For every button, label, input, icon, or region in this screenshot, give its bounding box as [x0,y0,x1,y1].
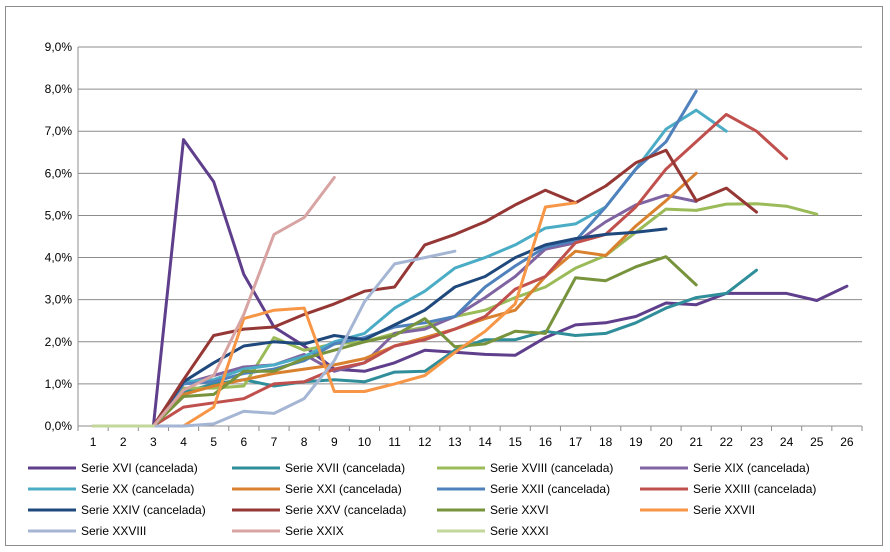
legend-item: Serie XIX (cancelada) [640,461,810,475]
y-tick-label: 5,0% [45,208,73,222]
legend-label: Serie XVIII (cancelada) [490,461,613,475]
x-tick-label: 4 [180,435,187,449]
line-chart: 0,0% 1,0% 2,0% 3,0% 4,0% 5,0% 6,0% 7,0% 8,0% 9,0%… [28,40,863,538]
legend: Serie XVI (cancelada) Serie XVII (cancela… [28,461,816,538]
x-tick-label: 12 [418,435,432,449]
legend-label: Serie XXIII (cancelada) [693,482,816,496]
x-tick-label: 23 [750,435,764,449]
series-line-11 [91,255,698,428]
legend-label: Serie XXXI [490,524,549,538]
legend-label: Serie XXI (cancelada) [285,482,402,496]
legend-label: Serie XXII (cancelada) [490,482,610,496]
y-tick-label: 3,0% [45,293,73,307]
x-tick-label: 11 [388,435,401,449]
legend-item: Serie XVIII (cancelada) [437,461,613,475]
legend-label: Serie XVII (cancelada) [285,461,405,475]
y-tick-label: 7,0% [45,124,73,138]
legend-label: Serie XXVII [693,503,755,517]
plot-area [91,89,849,428]
x-tick-label: 7 [271,435,278,449]
legend-label: Serie XVI (cancelada) [81,461,198,475]
legend-item: Serie XXIV (cancelada) [28,503,206,517]
legend-item: Serie XVII (cancelada) [232,461,405,475]
legend-item: Serie XXI (cancelada) [232,482,402,496]
x-tick-label: 25 [810,435,824,449]
y-tick-label: 0,0% [45,419,73,433]
x-tick-label: 10 [358,435,372,449]
legend-label: Serie XXIV (cancelada) [81,503,206,517]
x-tick-label: 13 [448,435,462,449]
x-axis: 1 2 3 4 5 6 7 8 9 10 11 12 13 14 15 16 17 18 19 20 21 22 23 24 2… [77,426,863,449]
x-tick-label: 3 [150,435,157,449]
legend-label: Serie XIX (cancelada) [693,461,810,475]
x-tick-label: 1 [90,435,97,449]
x-tick-label: 18 [599,435,613,449]
x-tick-label: 22 [720,435,734,449]
legend-item: Serie XVI (cancelada) [28,461,198,475]
x-tick-label: 19 [629,435,643,449]
legend-item: Serie XX (cancelada) [28,482,194,496]
legend-item: Serie XXVIII [28,524,146,538]
x-tick-label: 16 [539,435,553,449]
x-tick-label: 20 [659,435,673,449]
x-tick-label: 21 [689,435,703,449]
x-tick-label: 24 [780,435,794,449]
series-line-7 [91,89,698,428]
x-tick-label: 15 [509,435,523,449]
legend-item: Serie XXV (cancelada) [232,503,406,517]
series-line-10 [91,148,758,428]
legend-item: Serie XXIX [232,524,344,538]
legend-item: Serie XXVII [640,503,755,517]
x-tick-label: 8 [301,435,308,449]
y-tick-label: 1,0% [45,377,73,391]
gridlines [78,46,862,427]
legend-label: Serie XXV (cancelada) [285,503,406,517]
x-tick-label: 9 [331,435,338,449]
x-tick-label: 26 [840,435,854,449]
legend-item: Serie XXII (cancelada) [437,482,610,496]
y-axis: 0,0% 1,0% 2,0% 3,0% 4,0% 5,0% 6,0% 7,0% 8,0% 9,0% [45,40,79,433]
y-tick-label: 4,0% [45,251,73,265]
y-tick-label: 6,0% [45,166,73,180]
legend-item: Serie XXVI [437,503,549,517]
y-tick-label: 8,0% [45,82,73,96]
x-tick-label: 5 [210,435,217,449]
y-tick-label: 2,0% [45,335,73,349]
chart-frame: 0,0% 1,0% 2,0% 3,0% 4,0% 5,0% 6,0% 7,0% 8,0% 9,0%… [5,6,883,546]
legend-label: Serie XXVIII [81,524,146,538]
y-tick-label: 9,0% [45,40,73,54]
x-tick-label: 2 [120,435,127,449]
x-tick-label: 17 [569,435,583,449]
x-tick-label: 14 [478,435,492,449]
x-tick-label: 6 [241,435,248,449]
legend-label: Serie XXIX [285,524,344,538]
legend-label: Serie XX (cancelada) [81,482,194,496]
legend-item: Serie XXXI [437,524,549,538]
legend-label: Serie XXVI [490,503,549,517]
series-line-2 [91,268,758,428]
series-line-9 [91,227,668,428]
legend-item: Serie XXIII (cancelada) [640,482,816,496]
